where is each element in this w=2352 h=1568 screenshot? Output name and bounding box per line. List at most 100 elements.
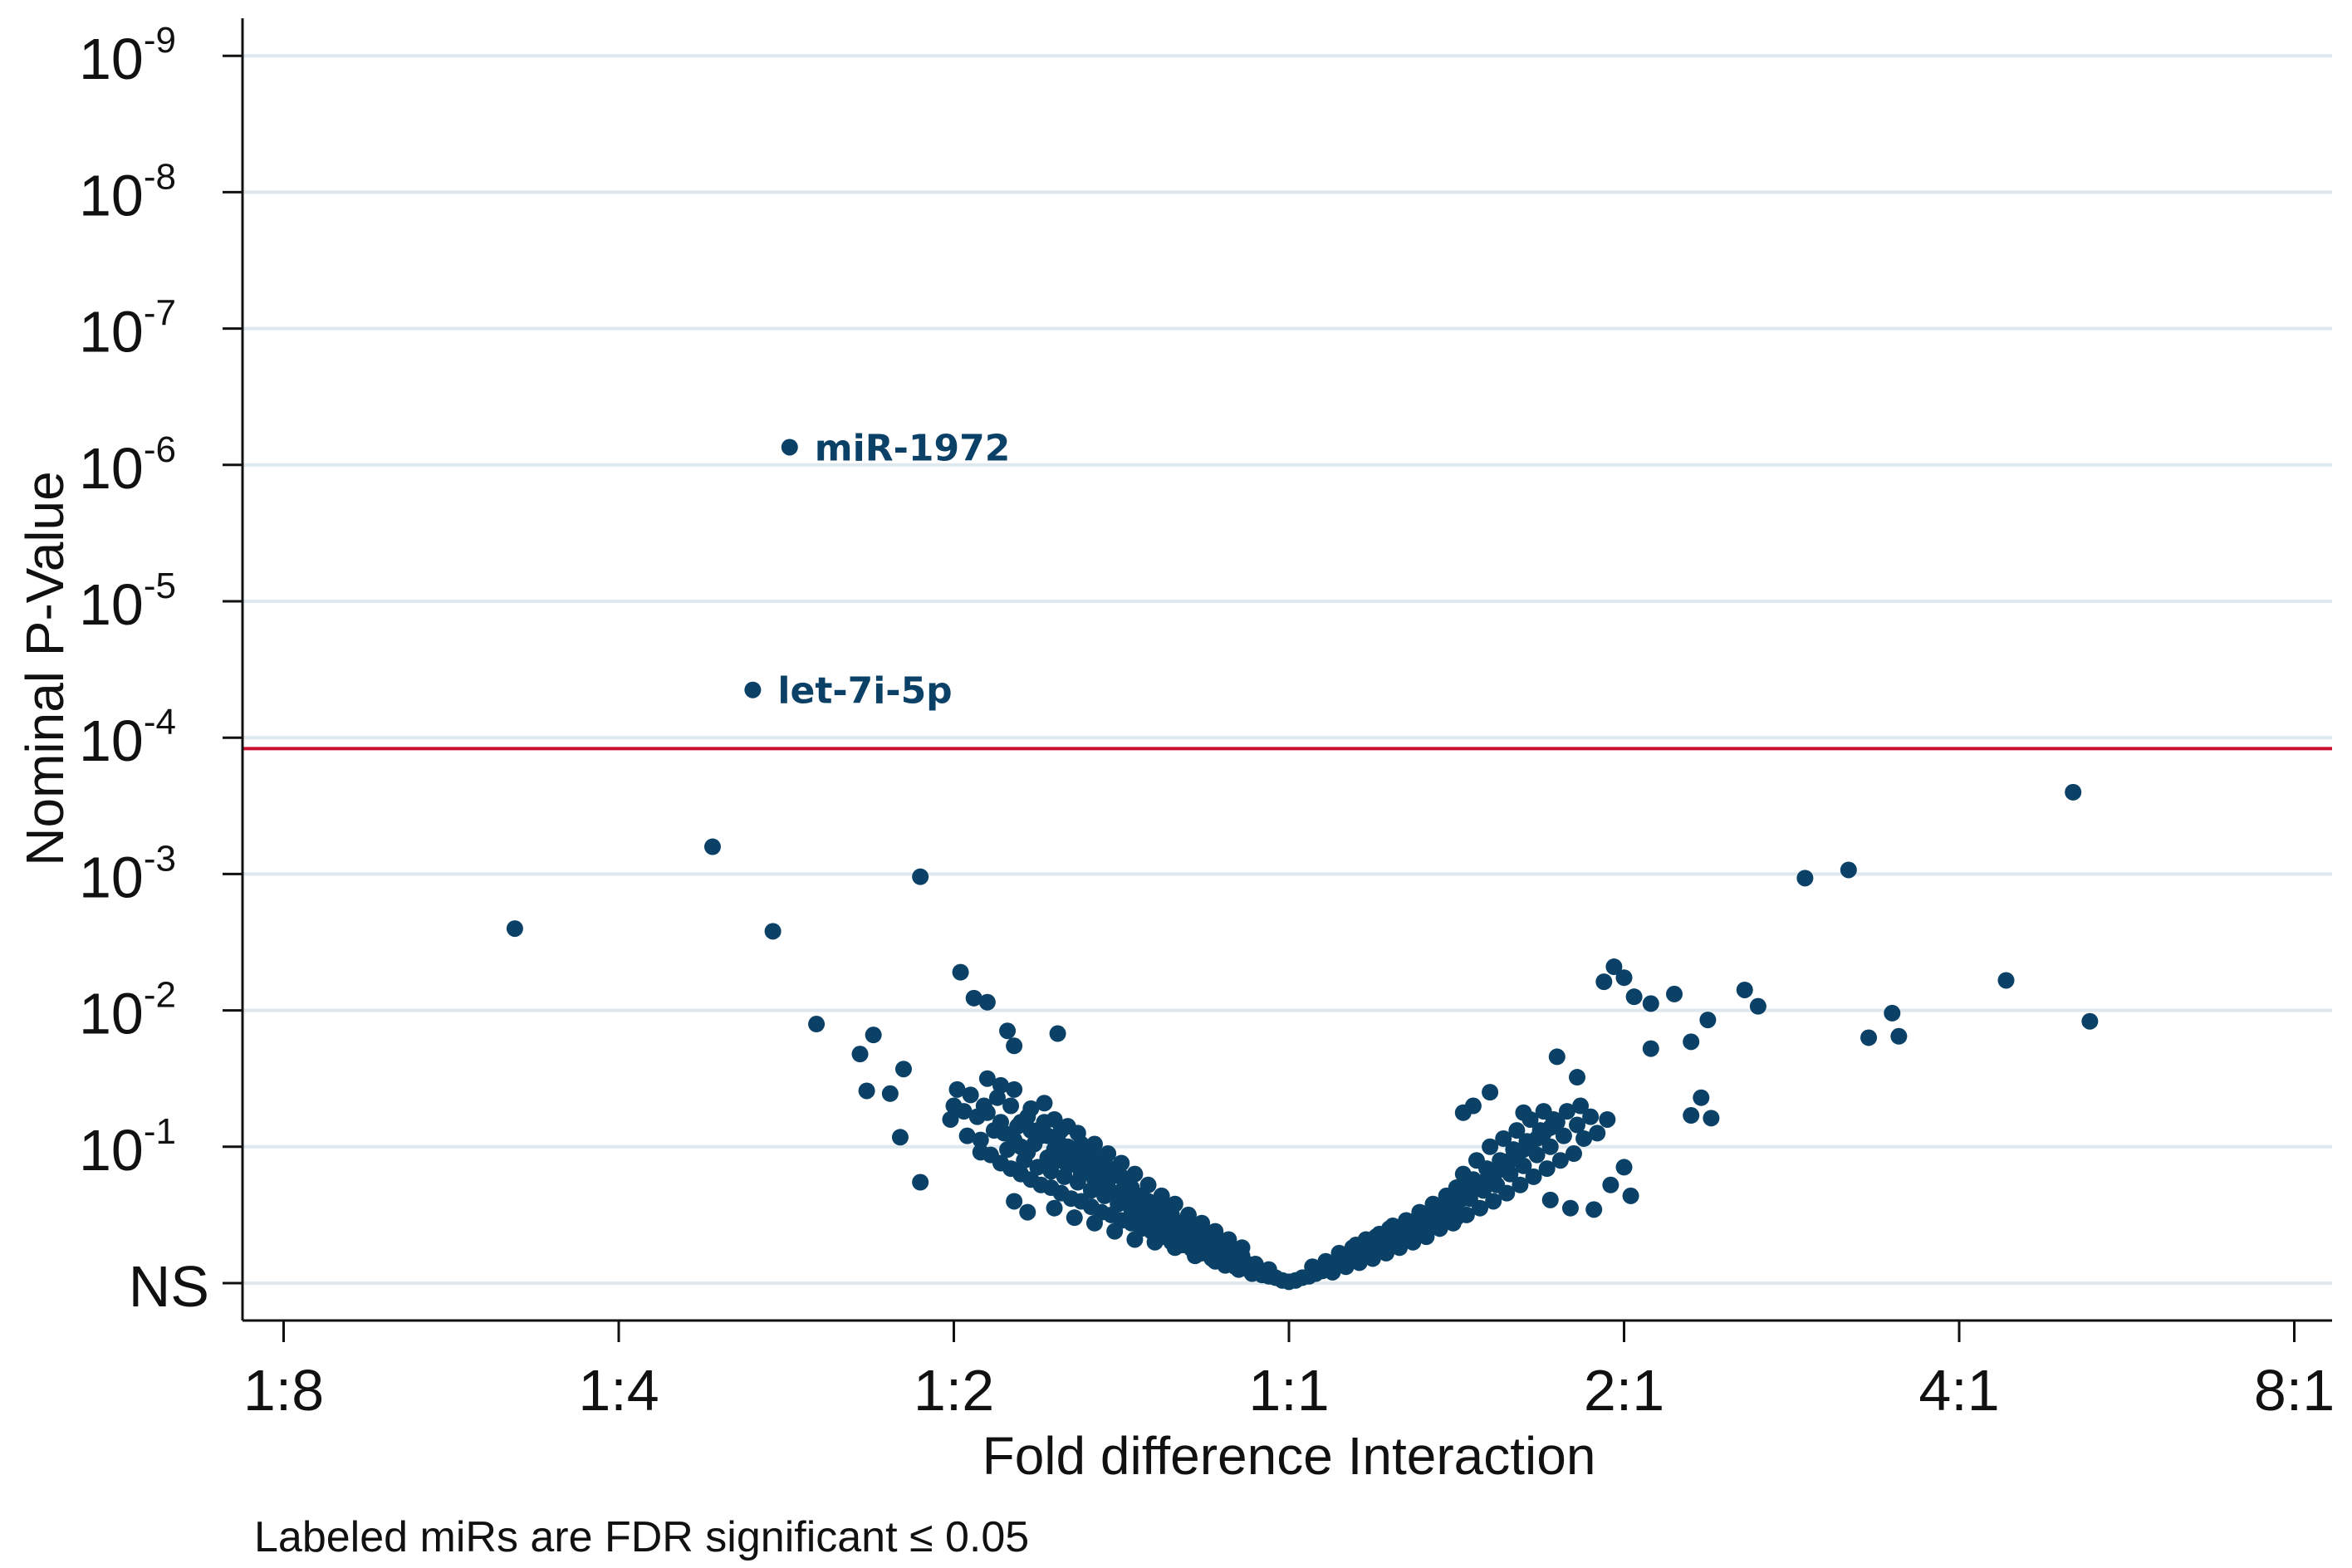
x-tick-label: 2:1 xyxy=(1584,1358,1664,1423)
x-tick-label: 4:1 xyxy=(1918,1358,1999,1423)
data-point xyxy=(1085,1135,1103,1153)
data-point xyxy=(992,1114,1009,1131)
data-point xyxy=(1569,1069,1586,1086)
data-point xyxy=(1347,1237,1365,1254)
data-point xyxy=(1749,997,1766,1015)
data-point xyxy=(1046,1199,1063,1217)
data-point xyxy=(1796,870,1814,887)
data-point xyxy=(1521,1110,1539,1128)
data-point xyxy=(1551,1152,1569,1169)
data-point xyxy=(1113,1168,1130,1185)
data-point xyxy=(1123,1201,1140,1218)
data-point xyxy=(1622,1187,1639,1204)
data-point xyxy=(1997,972,2015,989)
data-point xyxy=(1569,1116,1586,1134)
data-point xyxy=(1615,969,1633,987)
data-point xyxy=(894,1061,912,1078)
data-point xyxy=(1113,1154,1130,1172)
data-point xyxy=(1666,985,1683,1002)
data-point xyxy=(1085,1214,1103,1232)
data-point xyxy=(1548,1048,1566,1066)
data-point xyxy=(948,1080,966,1098)
data-point xyxy=(1391,1239,1409,1257)
data-point xyxy=(1388,1223,1405,1240)
data-point xyxy=(1541,1138,1559,1155)
data-point xyxy=(1378,1244,1395,1262)
data-point xyxy=(1454,1165,1472,1183)
data-point xyxy=(506,920,523,938)
data-point xyxy=(808,1016,826,1033)
data-point xyxy=(1508,1122,1526,1139)
data-point xyxy=(1703,1110,1720,1127)
data-point xyxy=(1475,1182,1492,1199)
x-tick-label: 1:4 xyxy=(578,1358,659,1423)
data-point xyxy=(992,1076,1009,1094)
data-point xyxy=(1468,1152,1485,1169)
data-point xyxy=(978,993,996,1011)
data-point xyxy=(912,868,929,885)
data-point xyxy=(865,1027,882,1044)
data-point xyxy=(942,1110,959,1128)
data-point xyxy=(1002,1097,1020,1115)
data-point xyxy=(1153,1187,1170,1204)
y-tick-label: 10-5 xyxy=(79,566,176,637)
y-tick-label: 10-3 xyxy=(79,838,176,909)
x-tick-label: 1:8 xyxy=(243,1358,324,1423)
y-tick-label: NS xyxy=(129,1254,209,1319)
data-point xyxy=(1146,1233,1164,1251)
labeled-point xyxy=(781,439,798,456)
data-point xyxy=(1019,1203,1036,1221)
data-point xyxy=(1069,1125,1086,1142)
data-point xyxy=(1367,1228,1384,1246)
data-point xyxy=(1029,1159,1046,1176)
data-point xyxy=(1016,1152,1033,1169)
data-point xyxy=(1538,1160,1556,1178)
data-point xyxy=(1615,1159,1633,1176)
data-point xyxy=(1448,1179,1465,1197)
y-tick-label: 10-1 xyxy=(79,1111,176,1183)
data-point xyxy=(1495,1129,1512,1147)
data-point xyxy=(1418,1228,1435,1246)
data-point xyxy=(1337,1258,1355,1276)
data-point xyxy=(972,1131,989,1149)
x-tick-label: 1:1 xyxy=(1248,1358,1329,1423)
point-label: miR-1972 xyxy=(815,427,1011,469)
data-point xyxy=(1227,1258,1244,1276)
data-point xyxy=(1515,1157,1532,1174)
data-point xyxy=(1324,1263,1341,1281)
data-point xyxy=(1890,1027,1908,1045)
data-point xyxy=(1884,1004,1901,1022)
data-point xyxy=(1006,1193,1023,1210)
y-tick-label: 10-2 xyxy=(79,975,176,1046)
data-point xyxy=(2065,783,2082,801)
data-point xyxy=(1528,1146,1546,1164)
point-labels: miR-1972 let-7i-5p xyxy=(744,427,1011,713)
data-point xyxy=(1049,1025,1066,1042)
data-point xyxy=(1006,1037,1023,1055)
data-point xyxy=(1139,1176,1157,1193)
data-point xyxy=(1595,973,1613,991)
data-point xyxy=(1535,1103,1552,1120)
y-tick-label: 10-6 xyxy=(79,429,176,501)
data-point xyxy=(1414,1213,1432,1231)
data-point xyxy=(1572,1097,1590,1115)
y-ticks: NS 10-1 10-2 10-3 10-4 10-5 10-6 10-7 10-8 10-9 xyxy=(79,20,243,1319)
data-point xyxy=(912,1174,929,1191)
data-point xyxy=(1448,1209,1465,1227)
data-point xyxy=(1006,1080,1023,1098)
data-point xyxy=(1488,1176,1506,1193)
data-point xyxy=(1505,1141,1522,1159)
x-ticks: 1:8 1:4 1:2 1:1 2:1 4:1 8:1 xyxy=(243,1321,2335,1423)
data-point xyxy=(1056,1168,1073,1185)
data-point xyxy=(1555,1127,1572,1144)
data-point xyxy=(1350,1254,1368,1272)
data-point xyxy=(1565,1145,1582,1163)
data-point xyxy=(1541,1191,1559,1208)
data-point xyxy=(1069,1174,1086,1191)
data-point xyxy=(962,1086,979,1104)
data-point xyxy=(1482,1084,1499,1101)
data-point xyxy=(703,838,721,855)
data-point xyxy=(1582,1108,1600,1125)
data-point xyxy=(1441,1193,1458,1210)
data-point xyxy=(1602,1176,1619,1193)
